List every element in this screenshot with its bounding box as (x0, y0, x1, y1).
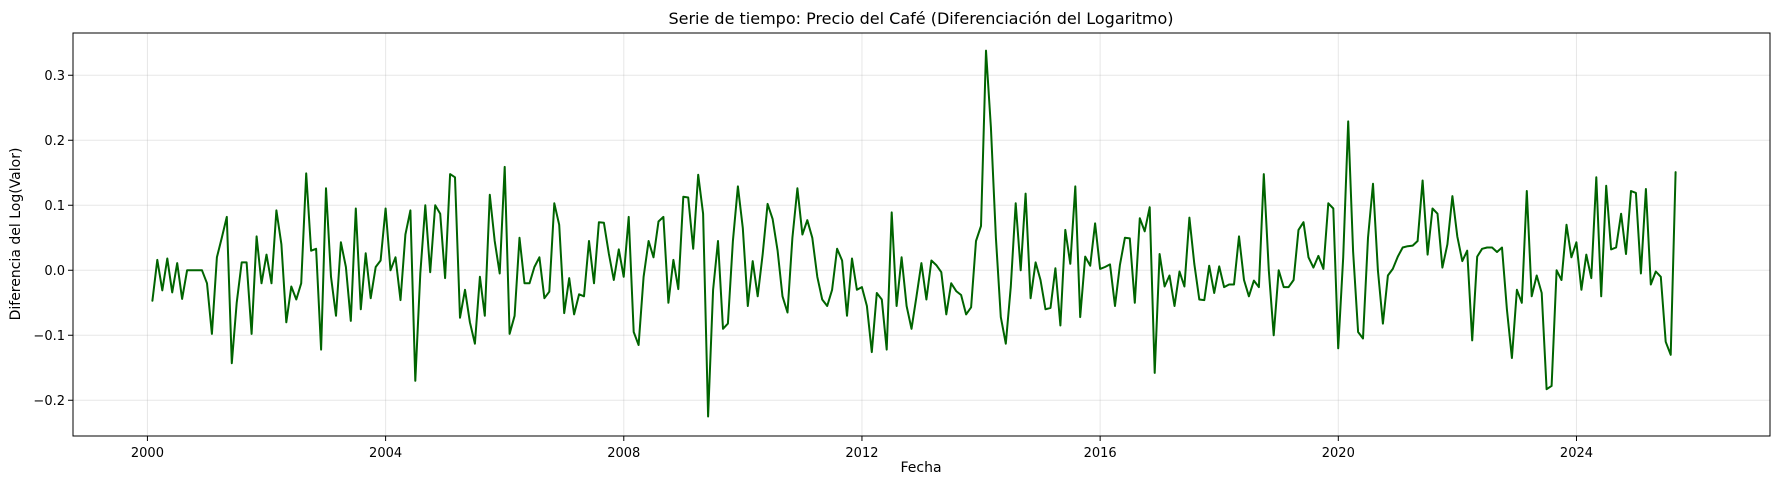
x-axis-label: Fecha (900, 460, 941, 476)
x-tick-label: 2012 (845, 446, 878, 461)
y-tick-label: 0.2 (44, 134, 65, 149)
y-axis-label: Diferencia del Log(Valor) (8, 148, 24, 321)
y-tick-label: 0.0 (44, 264, 65, 279)
x-tick-label: 2016 (1084, 446, 1117, 461)
x-tick-label: 2008 (607, 446, 640, 461)
y-tick-label: 0.3 (44, 69, 65, 84)
y-axis: −0.2 −0.1 0.0 0.1 0.2 0.3 (33, 69, 73, 409)
x-tick-label: 2000 (131, 446, 164, 461)
x-axis: 2000 2004 2008 2012 2016 2020 2024 (131, 436, 1593, 461)
series-line-0 (151, 49, 1677, 418)
series-layer (151, 49, 1677, 418)
x-tick-label: 2024 (1560, 446, 1593, 461)
plot-frame (72, 32, 1771, 437)
x-tick-label: 2020 (1322, 446, 1355, 461)
y-tick-label: −0.1 (33, 329, 65, 344)
y-tick-label: 0.1 (44, 199, 65, 214)
x-tick-label: 2004 (369, 446, 402, 461)
y-tick-label: −0.2 (33, 394, 65, 409)
grid (73, 33, 1770, 436)
chart-title: Serie de tiempo: Precio del Café (Difere… (668, 9, 1173, 28)
